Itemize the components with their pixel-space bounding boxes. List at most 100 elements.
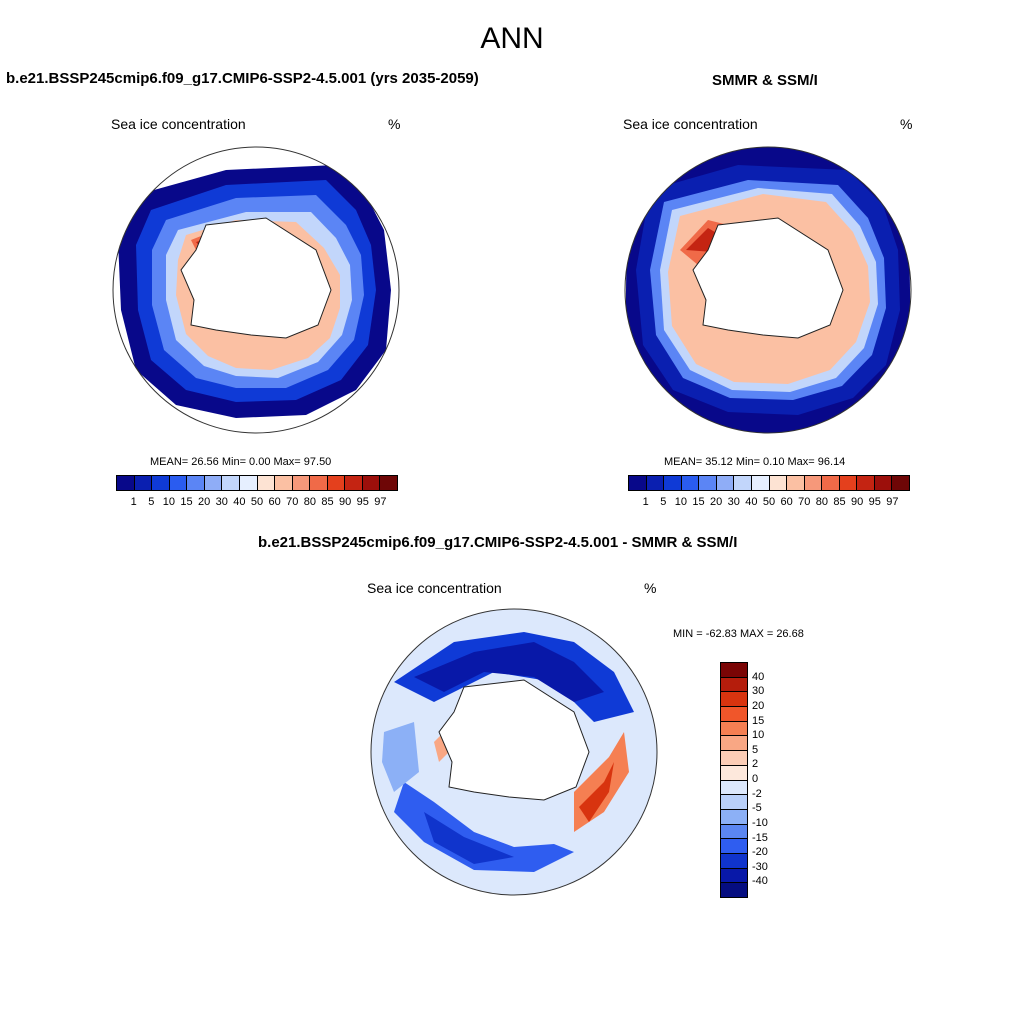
colorbar-tick-label: 1 xyxy=(130,496,137,508)
colorbar-tick-label: 30 xyxy=(752,685,765,698)
season-title: ANN xyxy=(480,22,544,55)
panel-3-colorbar-labels: 40 30 20 15 10 5 2 0 -2 -5 -10 -15 -20 -30 -40 xyxy=(752,662,782,896)
colorbar-tick-label: -2 xyxy=(752,787,762,800)
colorbar-swatch xyxy=(362,476,381,490)
panel-2-title: SMMR & SSM/I xyxy=(712,72,818,89)
colorbar-tick-label: 97 xyxy=(886,496,899,508)
colorbar-swatch xyxy=(664,476,682,490)
colorbar-swatch xyxy=(787,476,805,490)
colorbar-swatch xyxy=(345,476,363,490)
colorbar-swatch xyxy=(721,839,747,854)
colorbar-tick-label: 50 xyxy=(762,496,776,508)
colorbar-tick-label: -40 xyxy=(752,875,768,888)
colorbar-tick-label: 95 xyxy=(356,496,369,508)
colorbar-tick-label: 15 xyxy=(180,496,193,508)
colorbar-swatch xyxy=(721,824,747,840)
colorbar-tick-label: -30 xyxy=(752,860,768,873)
panel-2-stats: MEAN= 35.12 Min= 0.10 Max= 96.14 xyxy=(664,456,846,468)
colorbar-tick-label: 5 xyxy=(752,743,759,756)
colorbar-swatch xyxy=(822,476,840,490)
colorbar-tick-label: 80 xyxy=(303,496,316,508)
colorbar-swatch xyxy=(721,765,747,781)
colorbar-tick-label: 70 xyxy=(286,496,299,508)
panel-1-units: % xyxy=(388,116,401,132)
colorbar-swatch xyxy=(721,663,747,678)
colorbar-tick-label: 10 xyxy=(674,496,687,508)
panel-3-variable-label: Sea ice concentration xyxy=(367,580,502,596)
colorbar-tick-label: 20 xyxy=(198,496,211,508)
panel-1-colorbar xyxy=(116,475,398,491)
colorbar-swatch xyxy=(721,780,747,796)
panel-1-variable-label: Sea ice concentration xyxy=(111,116,246,132)
colorbar-swatch xyxy=(169,476,188,490)
colorbar-swatch xyxy=(874,476,893,490)
colorbar-swatch xyxy=(699,476,717,490)
panel-1-title: b.e21.BSSP245cmip6.f09_g17.CMIP6-SSP2-4.… xyxy=(6,70,479,87)
panel-3-colorbar xyxy=(720,662,748,898)
colorbar-swatch xyxy=(751,476,770,490)
colorbar-tick-label: 15 xyxy=(692,496,705,508)
colorbar-swatch xyxy=(380,476,397,490)
colorbar-swatch xyxy=(239,476,258,490)
colorbar-tick-label: 85 xyxy=(321,496,334,508)
panel-2-colorbar-labels: 1 5 10 15 20 30 40 50 60 70 80 85 90 95 97 xyxy=(628,496,910,510)
colorbar-swatch xyxy=(275,476,293,490)
colorbar-swatch xyxy=(721,751,747,766)
colorbar-swatch xyxy=(721,809,747,825)
panel-1-stats: MEAN= 26.56 Min= 0.00 Max= 97.50 xyxy=(150,456,332,468)
colorbar-tick-label: 90 xyxy=(851,496,864,508)
colorbar-swatch xyxy=(721,721,747,737)
colorbar-swatch xyxy=(734,476,752,490)
panel-2-polar-map xyxy=(624,146,912,434)
colorbar-swatch xyxy=(721,868,747,884)
colorbar-tick-label: 10 xyxy=(752,729,765,742)
colorbar-tick-label: 1 xyxy=(642,496,649,508)
panel-1-colorbar-labels: 1 5 10 15 20 30 40 50 60 70 80 85 90 95 97 xyxy=(116,496,398,510)
panel-3-polar-map xyxy=(370,608,658,896)
panel-3-stats: MIN = -62.83 MAX = 26.68 xyxy=(673,628,804,640)
colorbar-tick-label: 20 xyxy=(752,699,765,712)
panel-2-units: % xyxy=(900,116,913,132)
colorbar-swatch xyxy=(646,476,665,490)
colorbar-tick-label: 97 xyxy=(374,496,387,508)
colorbar-swatch xyxy=(892,476,909,490)
colorbar-tick-label: 80 xyxy=(815,496,828,508)
colorbar-swatch xyxy=(857,476,875,490)
colorbar-swatch xyxy=(310,476,328,490)
colorbar-tick-label: 50 xyxy=(250,496,264,508)
colorbar-swatch xyxy=(187,476,205,490)
colorbar-swatch xyxy=(721,692,747,708)
panel-1-polar-map xyxy=(112,146,400,434)
colorbar-swatch xyxy=(804,476,823,490)
colorbar-tick-label: -10 xyxy=(752,816,768,829)
colorbar-tick-label: 20 xyxy=(710,496,723,508)
colorbar-swatch xyxy=(721,736,747,752)
colorbar-tick-label: 40 xyxy=(233,496,246,508)
colorbar-swatch xyxy=(327,476,346,490)
colorbar-tick-label: -20 xyxy=(752,846,768,859)
colorbar-tick-label: 2 xyxy=(752,758,759,771)
colorbar-swatch xyxy=(721,677,747,693)
panel-3-units: % xyxy=(644,580,657,596)
colorbar-tick-label: -15 xyxy=(752,831,768,844)
colorbar-tick-label: 60 xyxy=(268,496,281,508)
colorbar-swatch xyxy=(721,883,747,897)
colorbar-swatch xyxy=(721,795,747,810)
colorbar-tick-label: 30 xyxy=(727,496,740,508)
colorbar-tick-label: 40 xyxy=(752,670,765,683)
colorbar-tick-label: 5 xyxy=(660,496,667,508)
colorbar-tick-label: 0 xyxy=(752,773,759,785)
panel-3-title: b.e21.BSSP245cmip6.f09_g17.CMIP6-SSP2-4.… xyxy=(258,534,738,551)
colorbar-tick-label: 40 xyxy=(745,496,758,508)
colorbar-swatch xyxy=(134,476,153,490)
colorbar-swatch xyxy=(721,707,747,722)
colorbar-swatch xyxy=(839,476,858,490)
colorbar-swatch xyxy=(292,476,311,490)
colorbar-swatch xyxy=(721,853,747,869)
colorbar-tick-label: 70 xyxy=(798,496,811,508)
colorbar-tick-label: 95 xyxy=(868,496,881,508)
colorbar-swatch xyxy=(629,476,647,490)
colorbar-tick-label: -5 xyxy=(752,802,762,815)
colorbar-swatch xyxy=(769,476,788,490)
panel-2-variable-label: Sea ice concentration xyxy=(623,116,758,132)
